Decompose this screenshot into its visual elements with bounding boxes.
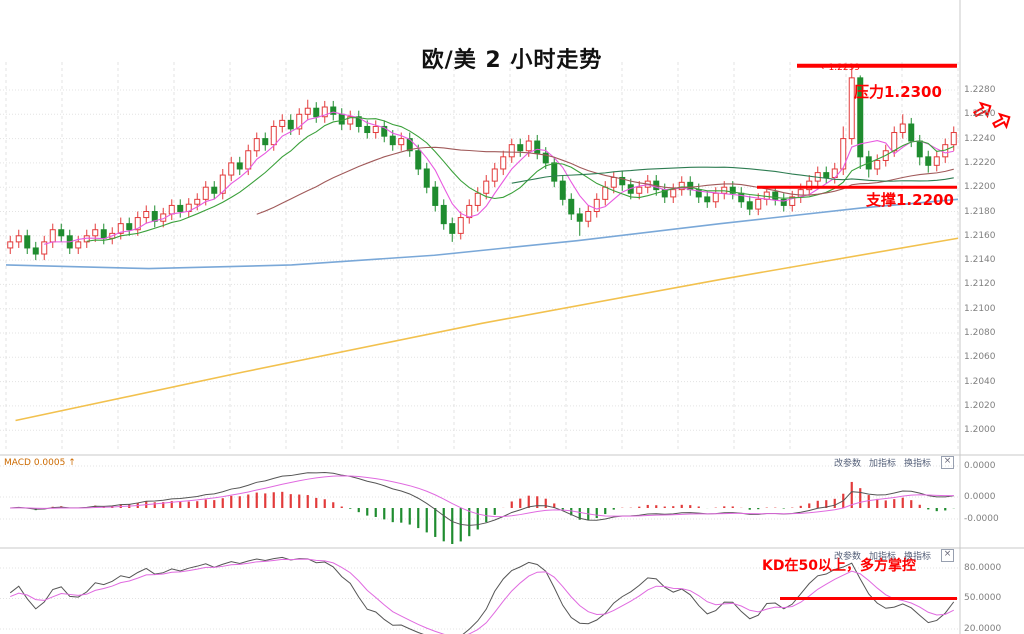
spike-price-tag: ←1.2299 (821, 63, 861, 73)
ma-5-line (44, 111, 954, 245)
ma-60-line (511, 166, 954, 184)
candles-group (7, 66, 957, 261)
kd-close-button[interactable]: × (941, 549, 954, 562)
macd-dif-line (10, 471, 954, 526)
macd-add-indicator-button[interactable]: 加指标 (868, 459, 896, 469)
macd-switch-indicator-button[interactable]: 换指标 (903, 459, 931, 469)
kd-note-label: KD在50以上，多方掌控 (762, 558, 916, 574)
ma-10-line (86, 117, 954, 242)
kd-switch-indicator-button[interactable]: 换指标 (903, 552, 931, 562)
macd-toolbar: 改参数 加指标 换指标 × (834, 456, 954, 469)
breakout-arrows-icon (972, 101, 1011, 130)
long-ma-orange-line (15, 237, 959, 422)
support-label: 支撑1.2200 (866, 191, 954, 209)
ma-30-line (256, 146, 954, 215)
macd-dea-line (10, 475, 954, 518)
chart-title: 欧/美 2 小时走势 (421, 48, 603, 73)
kd-change-params-button[interactable]: 改参数 (833, 552, 861, 562)
grid-lines (0, 62, 959, 630)
resistance-label: 压力1.2300 (854, 83, 942, 101)
macd-close-button[interactable]: × (941, 456, 954, 469)
long-ma-blue-line (5, 198, 959, 270)
macd-value-label: MACD 0.0005 ↑ (4, 458, 76, 468)
kd-toolbar: 改参数 加指标 换指标 × (834, 549, 954, 562)
kd-d-line (10, 558, 954, 634)
kd-add-indicator-button[interactable]: 加指标 (868, 552, 896, 562)
macd-change-params-button[interactable]: 改参数 (833, 459, 861, 469)
